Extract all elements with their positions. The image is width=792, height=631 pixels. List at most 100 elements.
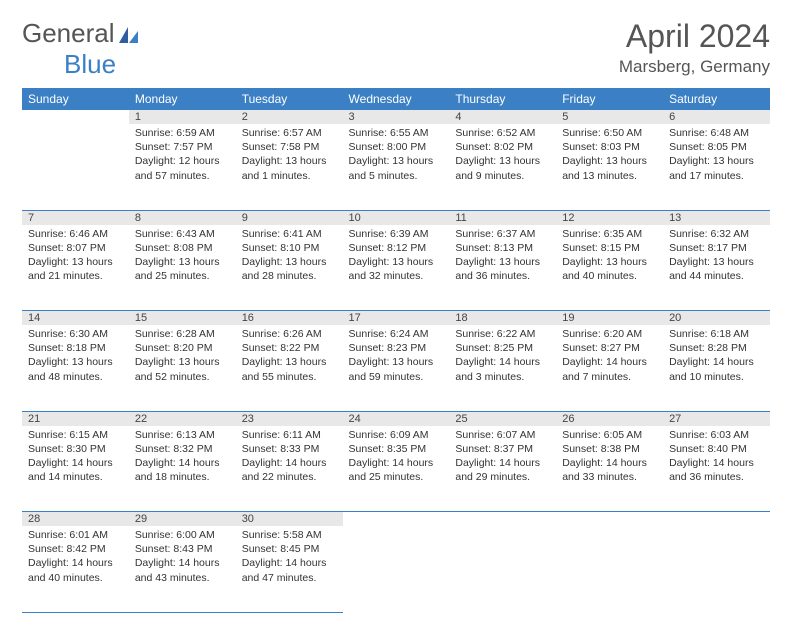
day-number: 9: [236, 210, 343, 225]
sunset-text: Sunset: 8:05 PM: [669, 140, 764, 154]
sunrise-text: Sunrise: 6:01 AM: [28, 528, 123, 542]
sunrise-text: Sunrise: 6:37 AM: [455, 227, 550, 241]
sunrise-text: Sunrise: 6:24 AM: [349, 327, 444, 341]
sunset-text: Sunset: 8:28 PM: [669, 341, 764, 355]
daylight-text: Daylight: 14 hours and 10 minutes.: [669, 355, 764, 383]
day-details: Sunrise: 6:26 AMSunset: 8:22 PMDaylight:…: [236, 325, 343, 388]
calendar-table: Sunday Monday Tuesday Wednesday Thursday…: [22, 88, 770, 613]
sunrise-text: Sunrise: 6:41 AM: [242, 227, 337, 241]
sunset-text: Sunset: 8:25 PM: [455, 341, 550, 355]
day-number: 20: [663, 311, 770, 326]
day-content-row: Sunrise: 6:46 AMSunset: 8:07 PMDaylight:…: [22, 225, 770, 311]
sunset-text: Sunset: 7:58 PM: [242, 140, 337, 154]
daylight-text: Daylight: 13 hours and 44 minutes.: [669, 255, 764, 283]
sunset-text: Sunset: 8:45 PM: [242, 542, 337, 556]
daylight-text: Daylight: 13 hours and 59 minutes.: [349, 355, 444, 383]
day-details: Sunrise: 6:01 AMSunset: 8:42 PMDaylight:…: [22, 526, 129, 589]
sunrise-text: Sunrise: 6:50 AM: [562, 126, 657, 140]
col-friday: Friday: [556, 88, 663, 110]
day-details: Sunrise: 6:32 AMSunset: 8:17 PMDaylight:…: [663, 225, 770, 288]
day-number: 25: [449, 411, 556, 426]
sunrise-text: Sunrise: 6:03 AM: [669, 428, 764, 442]
daylight-text: Daylight: 13 hours and 21 minutes.: [28, 255, 123, 283]
day-details: Sunrise: 6:52 AMSunset: 8:02 PMDaylight:…: [449, 124, 556, 187]
sunrise-text: Sunrise: 6:55 AM: [349, 126, 444, 140]
col-tuesday: Tuesday: [236, 88, 343, 110]
day-details: Sunrise: 6:00 AMSunset: 8:43 PMDaylight:…: [129, 526, 236, 589]
day-number: 14: [22, 311, 129, 326]
day-details: Sunrise: 6:48 AMSunset: 8:05 PMDaylight:…: [663, 124, 770, 187]
sunset-text: Sunset: 8:18 PM: [28, 341, 123, 355]
day-details: Sunrise: 6:09 AMSunset: 8:35 PMDaylight:…: [343, 426, 450, 489]
day-details: Sunrise: 5:58 AMSunset: 8:45 PMDaylight:…: [236, 526, 343, 589]
day-cell: Sunrise: 6:30 AMSunset: 8:18 PMDaylight:…: [22, 325, 129, 411]
sunset-text: Sunset: 8:13 PM: [455, 241, 550, 255]
sunrise-text: Sunrise: 6:26 AM: [242, 327, 337, 341]
day-cell: [663, 526, 770, 612]
weekday-header-row: Sunday Monday Tuesday Wednesday Thursday…: [22, 88, 770, 110]
daylight-text: Daylight: 14 hours and 7 minutes.: [562, 355, 657, 383]
day-details: Sunrise: 6:35 AMSunset: 8:15 PMDaylight:…: [556, 225, 663, 288]
sunset-text: Sunset: 8:07 PM: [28, 241, 123, 255]
day-details: Sunrise: 6:59 AMSunset: 7:57 PMDaylight:…: [129, 124, 236, 187]
day-details: Sunrise: 6:55 AMSunset: 8:00 PMDaylight:…: [343, 124, 450, 187]
day-number: 18: [449, 311, 556, 326]
daylight-text: Daylight: 14 hours and 22 minutes.: [242, 456, 337, 484]
day-cell: [556, 526, 663, 612]
day-content-row: Sunrise: 6:15 AMSunset: 8:30 PMDaylight:…: [22, 426, 770, 512]
sunrise-text: Sunrise: 6:32 AM: [669, 227, 764, 241]
sunrise-text: Sunrise: 6:59 AM: [135, 126, 230, 140]
col-saturday: Saturday: [663, 88, 770, 110]
day-cell: Sunrise: 6:13 AMSunset: 8:32 PMDaylight:…: [129, 426, 236, 512]
daylight-text: Daylight: 14 hours and 29 minutes.: [455, 456, 550, 484]
day-cell: Sunrise: 6:20 AMSunset: 8:27 PMDaylight:…: [556, 325, 663, 411]
day-cell: Sunrise: 6:11 AMSunset: 8:33 PMDaylight:…: [236, 426, 343, 512]
day-details: Sunrise: 6:39 AMSunset: 8:12 PMDaylight:…: [343, 225, 450, 288]
day-number: 4: [449, 110, 556, 124]
daylight-text: Daylight: 13 hours and 36 minutes.: [455, 255, 550, 283]
day-cell: Sunrise: 6:41 AMSunset: 8:10 PMDaylight:…: [236, 225, 343, 311]
sunset-text: Sunset: 8:23 PM: [349, 341, 444, 355]
day-cell: Sunrise: 6:46 AMSunset: 8:07 PMDaylight:…: [22, 225, 129, 311]
sunset-text: Sunset: 8:15 PM: [562, 241, 657, 255]
day-number: 1: [129, 110, 236, 124]
day-cell: Sunrise: 5:58 AMSunset: 8:45 PMDaylight:…: [236, 526, 343, 612]
day-details: Sunrise: 6:28 AMSunset: 8:20 PMDaylight:…: [129, 325, 236, 388]
daylight-text: Daylight: 13 hours and 32 minutes.: [349, 255, 444, 283]
day-cell: Sunrise: 6:01 AMSunset: 8:42 PMDaylight:…: [22, 526, 129, 612]
sunset-text: Sunset: 8:40 PM: [669, 442, 764, 456]
day-cell: [343, 526, 450, 612]
daynum-row: 282930: [22, 512, 770, 527]
day-number: 17: [343, 311, 450, 326]
day-cell: Sunrise: 6:07 AMSunset: 8:37 PMDaylight:…: [449, 426, 556, 512]
sunrise-text: Sunrise: 6:52 AM: [455, 126, 550, 140]
daylight-text: Daylight: 14 hours and 40 minutes.: [28, 556, 123, 584]
sunrise-text: Sunrise: 6:18 AM: [669, 327, 764, 341]
day-cell: Sunrise: 6:15 AMSunset: 8:30 PMDaylight:…: [22, 426, 129, 512]
day-number: [22, 110, 129, 124]
location: Marsberg, Germany: [619, 57, 770, 77]
sunset-text: Sunset: 8:43 PM: [135, 542, 230, 556]
daylight-text: Daylight: 14 hours and 25 minutes.: [349, 456, 444, 484]
day-cell: Sunrise: 6:24 AMSunset: 8:23 PMDaylight:…: [343, 325, 450, 411]
day-content-row: Sunrise: 6:59 AMSunset: 7:57 PMDaylight:…: [22, 124, 770, 210]
day-details: Sunrise: 6:30 AMSunset: 8:18 PMDaylight:…: [22, 325, 129, 388]
day-number: 13: [663, 210, 770, 225]
day-details: Sunrise: 6:13 AMSunset: 8:32 PMDaylight:…: [129, 426, 236, 489]
day-cell: Sunrise: 6:32 AMSunset: 8:17 PMDaylight:…: [663, 225, 770, 311]
day-cell: Sunrise: 6:48 AMSunset: 8:05 PMDaylight:…: [663, 124, 770, 210]
day-details: Sunrise: 6:11 AMSunset: 8:33 PMDaylight:…: [236, 426, 343, 489]
day-number: 5: [556, 110, 663, 124]
day-number: [556, 512, 663, 527]
sunrise-text: Sunrise: 6:05 AM: [562, 428, 657, 442]
sunrise-text: Sunrise: 6:39 AM: [349, 227, 444, 241]
daylight-text: Daylight: 13 hours and 1 minutes.: [242, 154, 337, 182]
day-details: Sunrise: 6:07 AMSunset: 8:37 PMDaylight:…: [449, 426, 556, 489]
day-details: Sunrise: 6:05 AMSunset: 8:38 PMDaylight:…: [556, 426, 663, 489]
daynum-row: 14151617181920: [22, 311, 770, 326]
day-cell: Sunrise: 6:57 AMSunset: 7:58 PMDaylight:…: [236, 124, 343, 210]
daylight-text: Daylight: 12 hours and 57 minutes.: [135, 154, 230, 182]
day-number: 30: [236, 512, 343, 527]
day-cell: Sunrise: 6:00 AMSunset: 8:43 PMDaylight:…: [129, 526, 236, 612]
day-cell: Sunrise: 6:28 AMSunset: 8:20 PMDaylight:…: [129, 325, 236, 411]
